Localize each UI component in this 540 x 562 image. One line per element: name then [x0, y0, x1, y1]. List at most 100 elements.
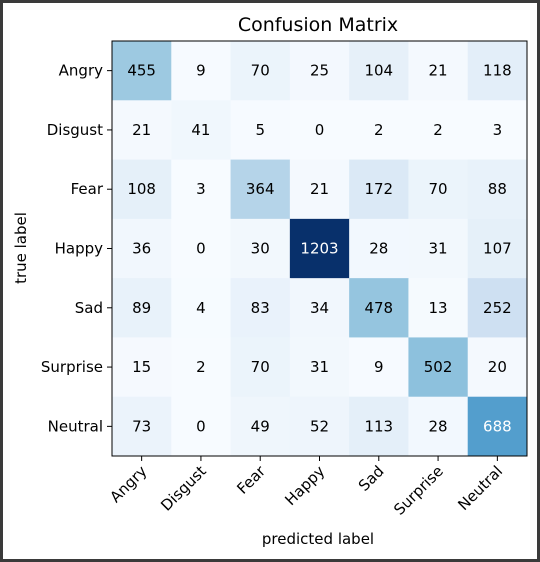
heatmap-cell [230, 396, 291, 457]
y-tick-label: Sad [75, 299, 103, 317]
y-tick-label: Surprise [41, 358, 103, 376]
cell-value-label: 4 [196, 299, 206, 317]
x-tick-label: Disgust [157, 462, 210, 515]
cell-value-label: 34 [310, 299, 329, 317]
cell-value-label: 172 [364, 180, 393, 198]
heatmap-cell [112, 278, 172, 338]
cell-value-label: 2 [374, 121, 384, 139]
heatmap-cell [289, 278, 350, 338]
heatmap-cells [112, 41, 528, 457]
cell-value-label: 1203 [300, 240, 338, 258]
heatmap-cell [171, 396, 232, 457]
y-axis-label: true label [12, 212, 30, 284]
cell-value-label: 252 [483, 299, 512, 317]
cell-value-label: 52 [310, 417, 329, 435]
heatmap-cell [349, 396, 409, 457]
heatmap-cell [112, 100, 172, 161]
x-tick-label: Angry [106, 462, 150, 506]
heatmap-cell [467, 396, 528, 457]
heatmap-cell [408, 159, 469, 220]
cell-value-label: 41 [191, 121, 210, 139]
cell-value-label: 73 [132, 417, 151, 435]
heatmap-cell [230, 337, 291, 398]
heatmap-cell [230, 278, 291, 338]
heatmap-cell [467, 337, 528, 398]
heatmap-cell [408, 337, 469, 398]
heatmap-cell [112, 396, 172, 457]
y-tick-label: Fear [71, 180, 104, 198]
x-axis-label: predicted label [262, 530, 374, 548]
heatmap-cell [467, 218, 528, 279]
heatmap-cell [112, 337, 172, 398]
cell-value-label: 21 [429, 62, 448, 80]
heatmap-cell [349, 278, 409, 338]
y-tick-label: Disgust [47, 121, 103, 139]
heatmap-cell [408, 41, 469, 101]
x-tick-label: Sad [355, 462, 388, 495]
heatmap-cell [289, 337, 350, 398]
cell-value-label: 478 [364, 299, 393, 317]
cell-value-label: 83 [251, 299, 270, 317]
cell-value-label: 104 [364, 62, 393, 80]
cell-value-label: 70 [251, 62, 270, 80]
heatmap-cell [349, 337, 409, 398]
heatmap-cell [467, 100, 528, 161]
heatmap-cell [289, 159, 350, 220]
heatmap-cell [289, 218, 350, 279]
heatmap-cell [171, 278, 232, 338]
x-tick-label: Neutral [454, 462, 506, 514]
heatmap-cell [112, 159, 172, 220]
y-tick-label: Angry [59, 62, 103, 80]
cell-value-label: 70 [429, 180, 448, 198]
cell-value-label: 364 [246, 180, 275, 198]
x-tick-label: Surprise [390, 462, 447, 519]
cell-value-label: 3 [493, 121, 503, 139]
heatmap-cell [171, 159, 232, 220]
cell-value-label: 118 [483, 62, 512, 80]
heatmap-cell [230, 100, 291, 161]
cell-value-label: 20 [488, 358, 507, 376]
cell-value-label: 502 [424, 358, 453, 376]
chart-title: Confusion Matrix [238, 14, 398, 36]
cell-value-label: 36 [132, 240, 151, 258]
cell-value-label: 0 [315, 121, 325, 139]
heatmap-cell [230, 159, 291, 220]
y-axis: Angry Disgust Fear Happy Sad Surprise Neutral [41, 62, 112, 435]
cell-value-label: 21 [310, 180, 329, 198]
heatmap-cell [467, 159, 528, 220]
cell-value-label: 13 [429, 299, 448, 317]
cell-value-label: 2 [196, 358, 206, 376]
cell-value-label: 113 [364, 417, 393, 435]
heatmap-cell [112, 41, 172, 101]
cell-value-label: 9 [196, 62, 206, 80]
heatmap-cell [408, 278, 469, 338]
cell-value-label: 0 [196, 417, 206, 435]
y-tick-label: Happy [55, 240, 104, 258]
cell-value-label: 9 [374, 358, 384, 376]
cell-value-label: 70 [251, 358, 270, 376]
heatmap-cell [408, 218, 469, 279]
cell-value-label: 455 [127, 62, 156, 80]
heatmap-cell [171, 41, 232, 101]
heatmap-cell [349, 100, 409, 161]
heatmap-cell [408, 396, 469, 457]
cell-value-label: 25 [310, 62, 329, 80]
heatmap-cell [289, 396, 350, 457]
heatmap-cell [230, 218, 291, 279]
heatmap-cell [171, 218, 232, 279]
heatmap-cell [112, 218, 172, 279]
heatmap-cell [408, 100, 469, 161]
heatmap-cell [289, 41, 350, 101]
x-tick-label: Happy [281, 462, 328, 509]
heatmap-cell [349, 218, 409, 279]
heatmap-cell [171, 337, 232, 398]
cell-value-label: 28 [429, 417, 448, 435]
heatmap-cell [171, 100, 232, 161]
heatmap-cell [349, 159, 409, 220]
heatmap-cell [230, 41, 291, 101]
cell-value-label: 88 [488, 180, 507, 198]
cell-value-label: 15 [132, 358, 151, 376]
x-tick-label: Fear [233, 462, 269, 498]
cell-value-label: 3 [196, 180, 206, 198]
